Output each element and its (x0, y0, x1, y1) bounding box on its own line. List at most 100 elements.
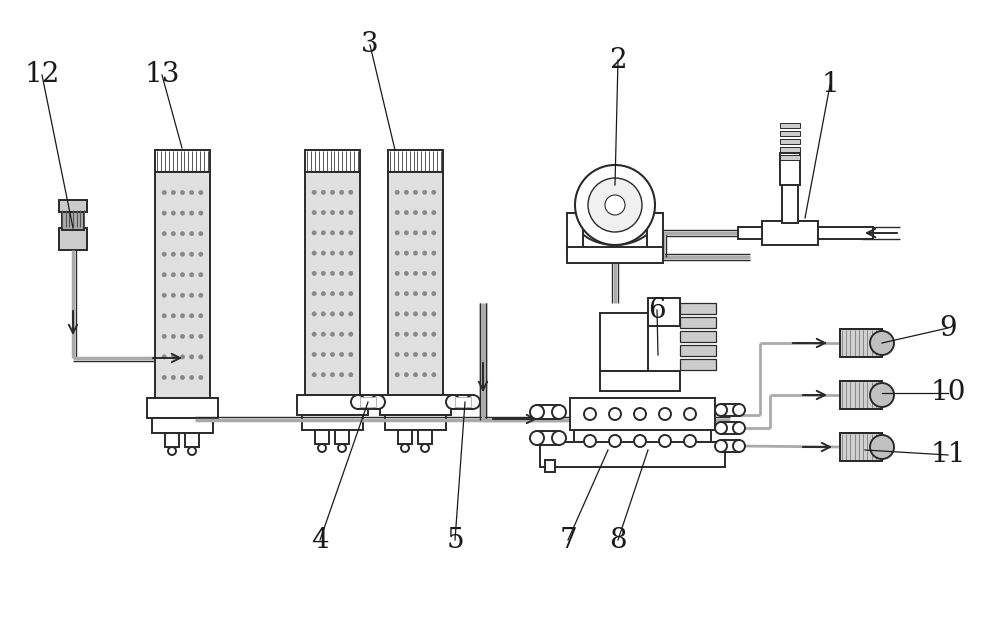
Circle shape (338, 444, 346, 452)
Bar (385, 415, 446, 430)
Circle shape (349, 230, 353, 235)
Circle shape (421, 444, 429, 452)
Polygon shape (573, 215, 657, 250)
Bar (680, 317, 716, 328)
Bar (59, 228, 87, 250)
Circle shape (349, 251, 353, 255)
Circle shape (466, 395, 480, 409)
Circle shape (413, 332, 418, 336)
Bar (738, 227, 762, 239)
Circle shape (321, 251, 326, 255)
Text: 9: 9 (939, 315, 957, 341)
Circle shape (330, 210, 335, 215)
Bar (358, 395, 378, 409)
Circle shape (189, 211, 194, 215)
Circle shape (189, 232, 194, 236)
Circle shape (162, 313, 166, 318)
Bar (721, 422, 739, 434)
Bar (152, 418, 213, 433)
Circle shape (318, 444, 326, 452)
Circle shape (349, 271, 353, 275)
Circle shape (180, 354, 185, 359)
Circle shape (422, 291, 427, 296)
Circle shape (432, 332, 436, 336)
Text: 2: 2 (609, 46, 627, 73)
Circle shape (733, 404, 745, 416)
Text: 3: 3 (361, 32, 379, 58)
Circle shape (180, 252, 185, 256)
Circle shape (321, 230, 326, 235)
Bar (721, 440, 739, 452)
Circle shape (413, 373, 418, 377)
Circle shape (330, 373, 335, 377)
Bar (780, 153, 800, 185)
Bar (780, 123, 800, 128)
Circle shape (404, 352, 409, 356)
Circle shape (199, 293, 203, 298)
Bar (762, 221, 818, 245)
Circle shape (312, 311, 316, 316)
Circle shape (395, 210, 399, 215)
Circle shape (339, 210, 344, 215)
Bar (818, 227, 873, 239)
Text: 13: 13 (144, 61, 180, 89)
Circle shape (588, 178, 642, 232)
Circle shape (349, 373, 353, 377)
Bar (782, 183, 798, 223)
Circle shape (162, 232, 166, 236)
Circle shape (870, 435, 894, 459)
Circle shape (659, 435, 671, 447)
Circle shape (199, 252, 203, 256)
Bar (302, 415, 363, 430)
Circle shape (432, 251, 436, 255)
Circle shape (404, 230, 409, 235)
Bar (840, 433, 882, 461)
Circle shape (312, 271, 316, 275)
Bar (335, 430, 349, 444)
Circle shape (349, 190, 353, 194)
Circle shape (715, 404, 727, 416)
Circle shape (422, 230, 427, 235)
Circle shape (422, 373, 427, 377)
Text: 5: 5 (446, 527, 464, 553)
Circle shape (339, 271, 344, 275)
Text: 12: 12 (24, 61, 60, 89)
Circle shape (446, 395, 460, 409)
Circle shape (395, 373, 399, 377)
Bar (185, 433, 199, 447)
Circle shape (432, 291, 436, 296)
Circle shape (312, 373, 316, 377)
Circle shape (162, 252, 166, 256)
Circle shape (349, 210, 353, 215)
Bar (780, 147, 800, 152)
Circle shape (349, 332, 353, 336)
Circle shape (321, 332, 326, 336)
Circle shape (330, 251, 335, 255)
Circle shape (395, 291, 399, 296)
Text: 4: 4 (311, 527, 329, 553)
Bar (388, 150, 443, 172)
Circle shape (339, 352, 344, 356)
Bar (537, 405, 559, 419)
Circle shape (413, 210, 418, 215)
Bar (540, 442, 725, 467)
Circle shape (659, 408, 671, 420)
Circle shape (432, 352, 436, 356)
Circle shape (339, 373, 344, 377)
Bar (680, 345, 716, 356)
Circle shape (199, 211, 203, 215)
Circle shape (180, 273, 185, 277)
Circle shape (180, 293, 185, 298)
Circle shape (180, 334, 185, 339)
Circle shape (605, 195, 625, 215)
Bar (780, 131, 800, 136)
Circle shape (189, 252, 194, 256)
Bar (398, 430, 412, 444)
Bar (570, 398, 715, 430)
Circle shape (171, 313, 176, 318)
Circle shape (171, 354, 176, 359)
Circle shape (422, 271, 427, 275)
Circle shape (312, 230, 316, 235)
Circle shape (404, 210, 409, 215)
Bar (680, 303, 716, 314)
